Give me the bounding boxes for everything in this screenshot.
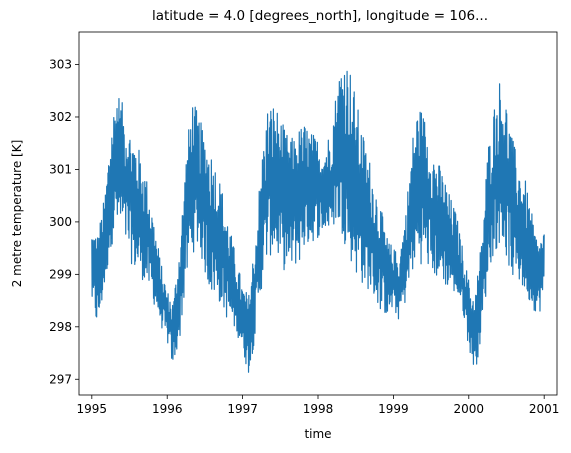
- x-tick-label: 2000: [454, 402, 485, 416]
- x-axis-ticks: 1995 1996 1997 1998 1999 2000 2001: [77, 395, 560, 416]
- y-tick-label: 297: [49, 372, 72, 386]
- x-tick-label: 2001: [529, 402, 560, 416]
- plot-area: [91, 70, 545, 373]
- x-axis-label: time: [304, 427, 331, 441]
- chart-title: latitude = 4.0 [degrees_north], longitud…: [152, 8, 488, 24]
- y-tick-label: 299: [49, 267, 72, 281]
- y-tick-label: 298: [49, 320, 72, 334]
- x-tick-label: 1995: [77, 402, 108, 416]
- x-tick-label: 1998: [303, 402, 334, 416]
- y-tick-label: 302: [49, 110, 72, 124]
- x-tick-label: 1997: [227, 402, 258, 416]
- x-tick-label: 1996: [152, 402, 183, 416]
- y-axis-ticks: 297 298 299 300 301 302 303: [49, 58, 79, 386]
- y-tick-label: 303: [49, 58, 72, 72]
- y-axis-label: 2 metre temperature [K]: [10, 140, 24, 288]
- temperature-series-line: [91, 70, 545, 373]
- x-tick-label: 1999: [378, 402, 409, 416]
- series-layer: [91, 70, 545, 373]
- y-tick-label: 300: [49, 215, 72, 229]
- y-tick-label: 301: [49, 162, 72, 176]
